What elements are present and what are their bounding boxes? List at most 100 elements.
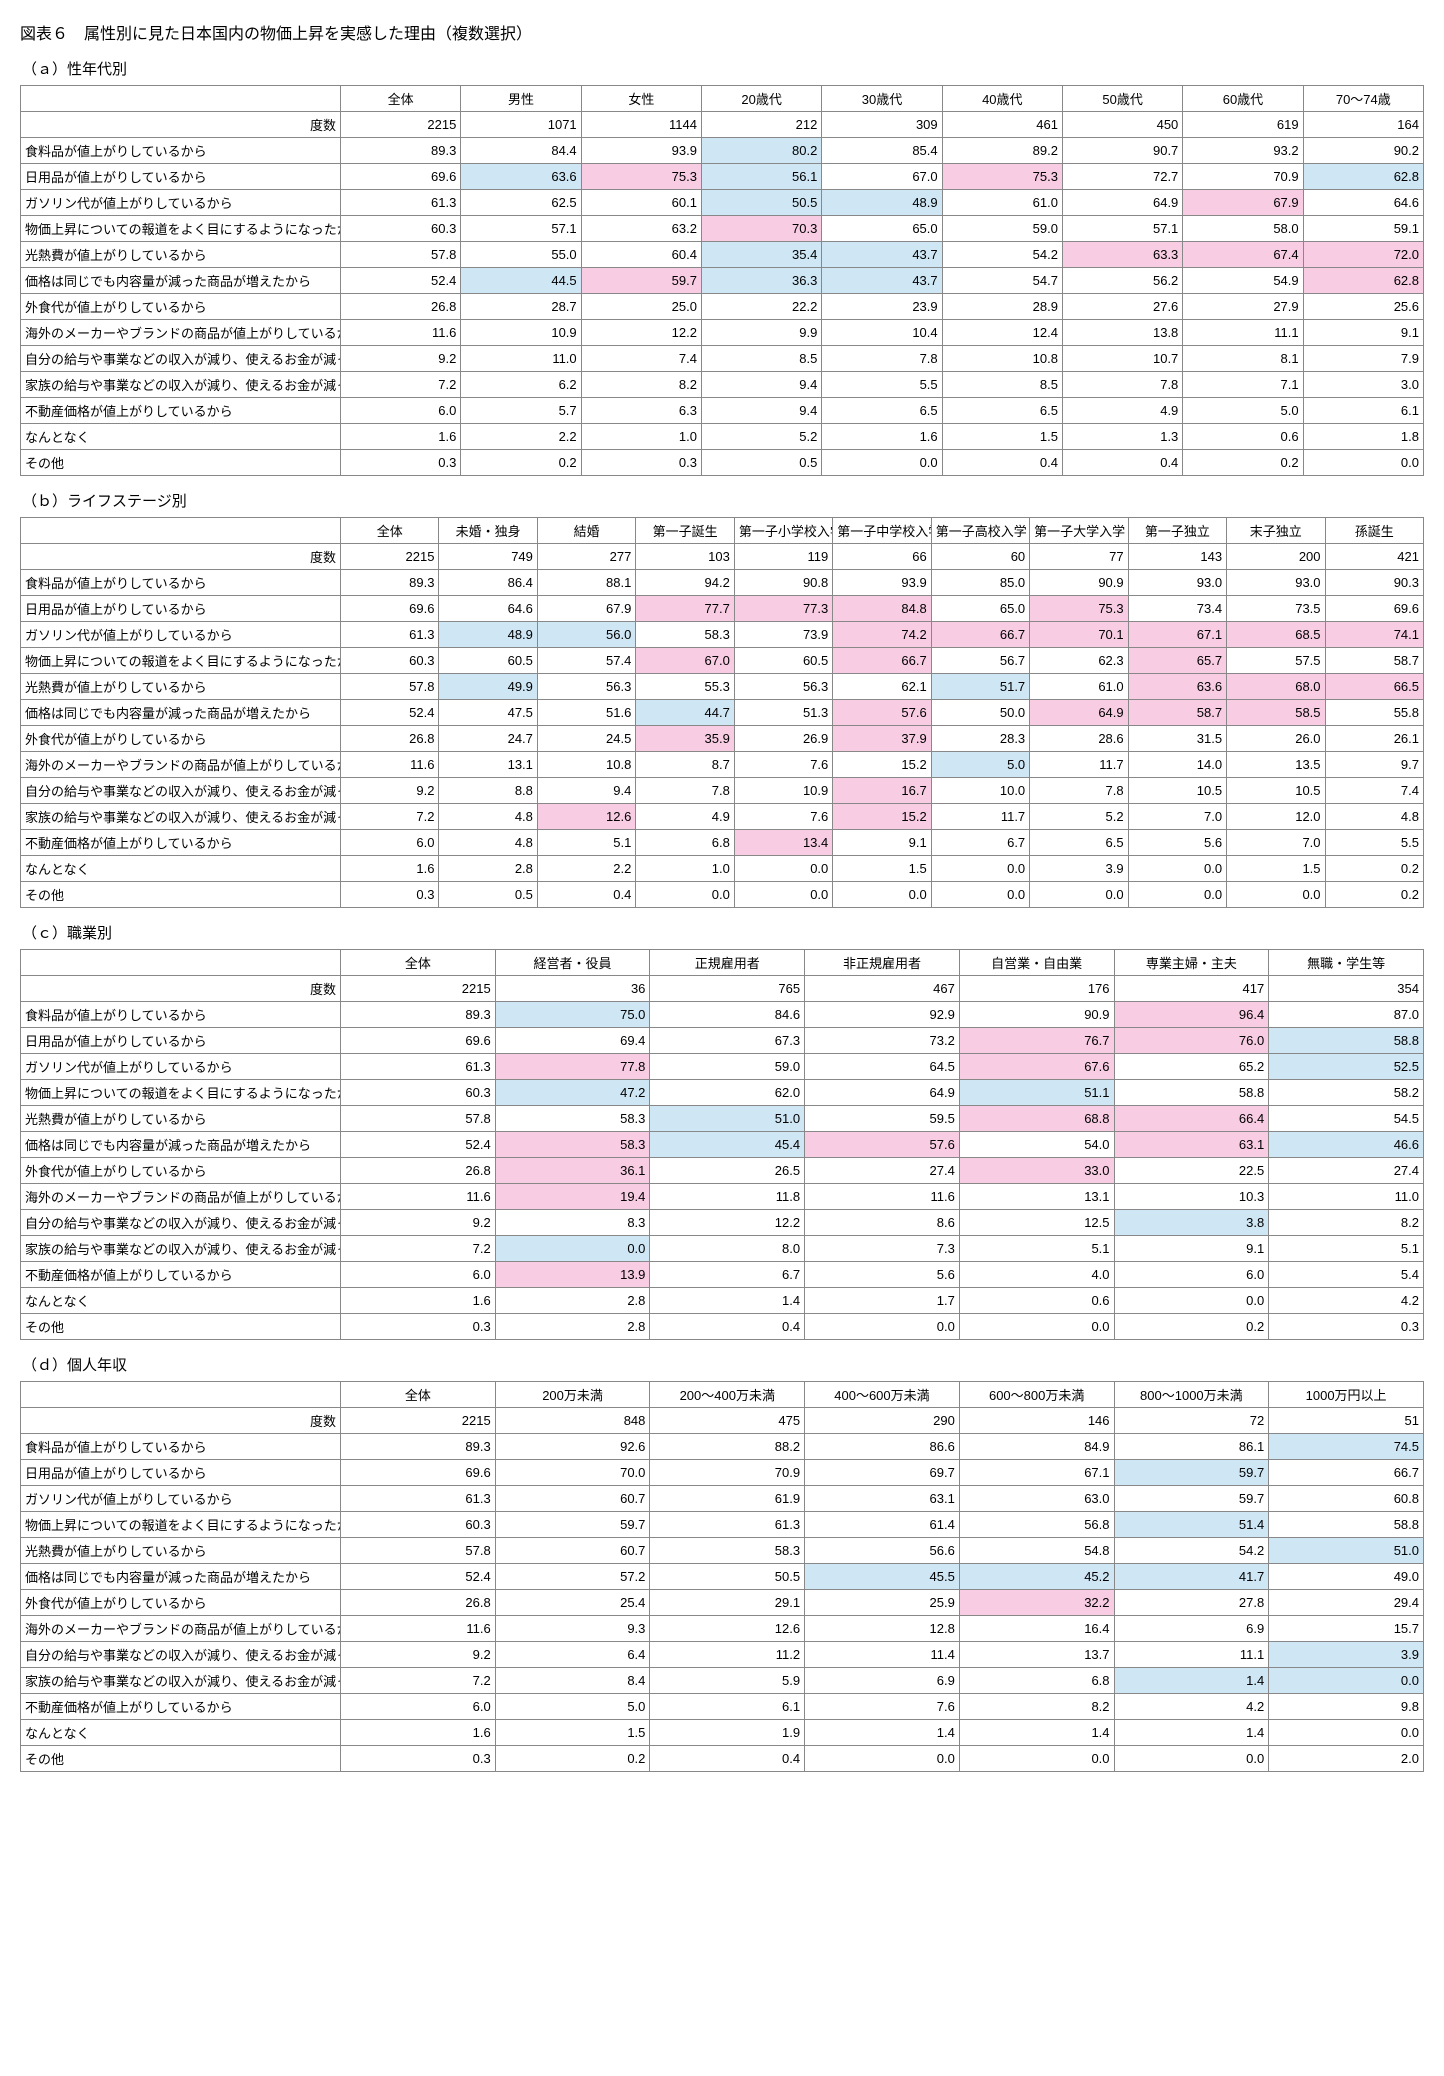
cell: 66.7 [931, 622, 1029, 648]
row-label: 日用品が値上がりしているから [21, 164, 341, 190]
cell: 59.0 [942, 216, 1062, 242]
table-row: なんとなく1.62.21.05.21.61.51.30.61.8 [21, 424, 1424, 450]
table-row: 外食代が値上がりしているから26.836.126.527.433.022.527… [21, 1158, 1424, 1184]
cell: 54.5 [1269, 1106, 1424, 1132]
cell: 0.0 [1269, 1720, 1424, 1746]
cell: 1.7 [805, 1288, 960, 1314]
cell: 62.1 [833, 674, 931, 700]
cell: 8.4 [495, 1668, 650, 1694]
cell: 2.2 [537, 856, 635, 882]
cell: 3.9 [1030, 856, 1128, 882]
cell: 0.5 [439, 882, 537, 908]
row-label: 物価上昇についての報道をよく目にするようになったから [21, 648, 341, 674]
cell: 749 [439, 544, 537, 570]
cell: 93.0 [1227, 570, 1325, 596]
cell: 60.7 [495, 1538, 650, 1564]
cell: 67.1 [1128, 622, 1226, 648]
cell: 62.5 [461, 190, 581, 216]
cell: 0.6 [959, 1288, 1114, 1314]
cell: 51.0 [650, 1106, 805, 1132]
cell: 2215 [341, 112, 461, 138]
cell: 11.6 [341, 752, 439, 778]
cell: 45.5 [805, 1564, 960, 1590]
cell: 11.7 [931, 804, 1029, 830]
row-label: 光熱費が値上がりしているから [21, 242, 341, 268]
row-label: 度数 [21, 544, 341, 570]
cell: 6.5 [1030, 830, 1128, 856]
row-label: 物価上昇についての報道をよく目にするようになったから [21, 216, 341, 242]
cell: 77.7 [636, 596, 734, 622]
column-header: 30歳代 [822, 86, 942, 112]
table-row: 海外のメーカーやブランドの商品が値上がりしているから11.619.411.811… [21, 1184, 1424, 1210]
cell: 70.9 [1183, 164, 1303, 190]
cell: 8.8 [439, 778, 537, 804]
cell: 56.0 [537, 622, 635, 648]
cell: 56.3 [537, 674, 635, 700]
cell: 75.3 [942, 164, 1062, 190]
cell: 0.3 [1269, 1314, 1424, 1340]
row-label: 価格は同じでも内容量が減った商品が増えたから [21, 268, 341, 294]
cell: 74.5 [1269, 1434, 1424, 1460]
cell: 5.0 [931, 752, 1029, 778]
cell: 6.4 [495, 1642, 650, 1668]
cell: 0.3 [341, 882, 439, 908]
table-row: 不動産価格が値上がりしているから6.013.96.75.64.06.05.4 [21, 1262, 1424, 1288]
cell: 47.2 [495, 1080, 650, 1106]
cell: 67.6 [959, 1054, 1114, 1080]
row-label: 食料品が値上がりしているから [21, 1434, 341, 1460]
table-row: 物価上昇についての報道をよく目にするようになったから60.347.262.064… [21, 1080, 1424, 1106]
cell: 49.9 [439, 674, 537, 700]
column-header: 全体 [341, 518, 439, 544]
cell: 64.9 [805, 1080, 960, 1106]
cell: 6.0 [341, 1694, 496, 1720]
cell: 54.8 [959, 1538, 1114, 1564]
cell: 37.9 [833, 726, 931, 752]
cell: 67.1 [959, 1460, 1114, 1486]
cell: 3.8 [1114, 1210, 1269, 1236]
cell: 63.2 [581, 216, 701, 242]
cell: 2215 [341, 976, 496, 1002]
cell: 6.2 [461, 372, 581, 398]
cell: 2.8 [495, 1314, 650, 1340]
table-row: 物価上昇についての報道をよく目にするようになったから60.359.761.361… [21, 1512, 1424, 1538]
cell: 86.4 [439, 570, 537, 596]
cell: 52.4 [341, 1564, 496, 1590]
cell: 4.2 [1114, 1694, 1269, 1720]
cell: 4.9 [636, 804, 734, 830]
cell: 0.2 [1183, 450, 1303, 476]
table-row: ガソリン代が値上がりしているから61.362.560.150.548.961.0… [21, 190, 1424, 216]
cell: 66.7 [1269, 1460, 1424, 1486]
cell: 0.2 [1325, 882, 1423, 908]
row-label: ガソリン代が値上がりしているから [21, 190, 341, 216]
cell: 16.4 [959, 1616, 1114, 1642]
cell: 13.4 [734, 830, 832, 856]
cell: 1.4 [650, 1288, 805, 1314]
cell: 75.3 [581, 164, 701, 190]
row-label: 不動産価格が値上がりしているから [21, 1694, 341, 1720]
cell: 10.0 [931, 778, 1029, 804]
table-row: 海外のメーカーやブランドの商品が値上がりしているから11.610.912.29.… [21, 320, 1424, 346]
cell: 5.2 [1030, 804, 1128, 830]
cell: 63.6 [461, 164, 581, 190]
cell: 765 [650, 976, 805, 1002]
cell: 7.8 [822, 346, 942, 372]
column-header: 第一子誕生 [636, 518, 734, 544]
cell: 28.7 [461, 294, 581, 320]
cell: 1.6 [341, 424, 461, 450]
cell: 28.3 [931, 726, 1029, 752]
row-label: 度数 [21, 112, 341, 138]
cell: 61.0 [1030, 674, 1128, 700]
cell: 90.3 [1325, 570, 1423, 596]
cell: 1.0 [636, 856, 734, 882]
row-label: 日用品が値上がりしているから [21, 1028, 341, 1054]
cell: 9.3 [495, 1616, 650, 1642]
cell: 7.8 [636, 778, 734, 804]
cell: 74.2 [833, 622, 931, 648]
cell: 15.2 [833, 752, 931, 778]
row-label: 物価上昇についての報道をよく目にするようになったから [21, 1080, 341, 1106]
cell: 0.3 [341, 450, 461, 476]
cell: 54.2 [942, 242, 1062, 268]
cell: 1.8 [1303, 424, 1423, 450]
cell: 12.2 [581, 320, 701, 346]
cell: 66.5 [1325, 674, 1423, 700]
